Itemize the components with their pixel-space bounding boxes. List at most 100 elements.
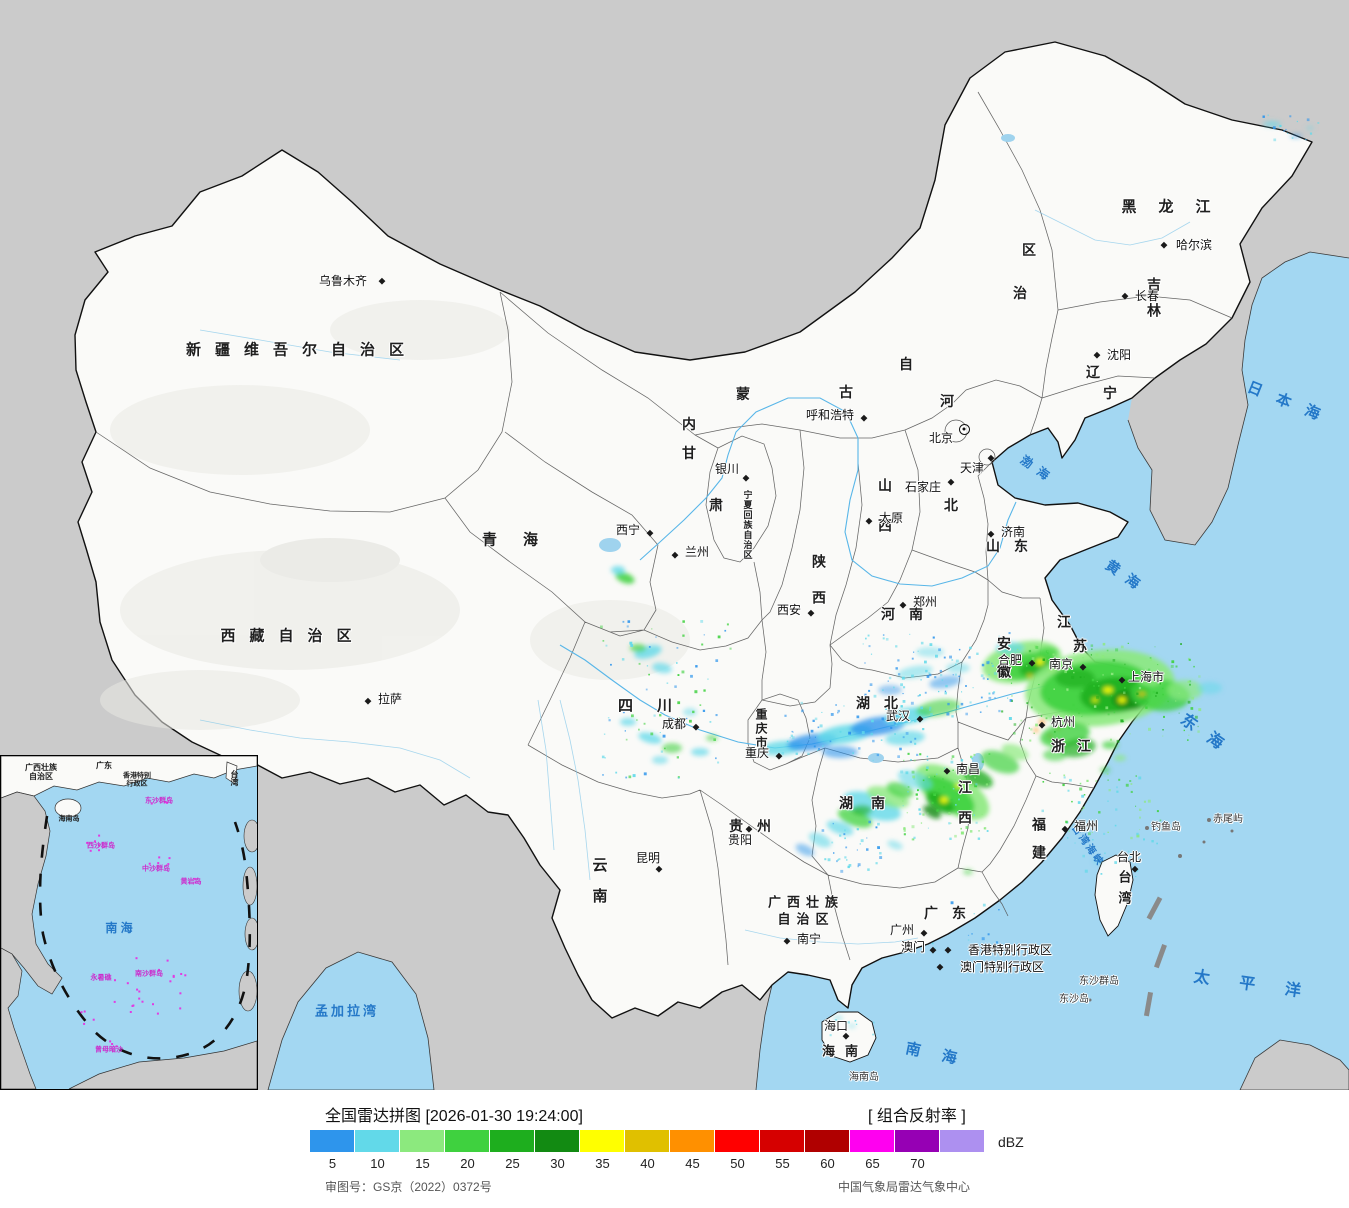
nine-dash-line	[38, 815, 252, 1060]
legend-value: 10	[370, 1156, 385, 1171]
radar-blob	[1198, 682, 1222, 694]
radar-blob	[940, 797, 948, 803]
radar-blob	[1039, 720, 1045, 724]
radar-blob	[1118, 697, 1126, 703]
radar-blob	[963, 869, 973, 875]
radar-blob	[866, 786, 910, 808]
radar-blob	[1100, 767, 1110, 773]
legend-value: 15	[415, 1156, 430, 1171]
inset-indochina	[1, 791, 63, 995]
legend-swatch	[625, 1130, 670, 1152]
legend-value: 25	[505, 1156, 520, 1171]
inset-canvas	[1, 756, 257, 1089]
legend-swatch	[715, 1130, 760, 1152]
radar-blob	[652, 662, 672, 674]
legend-swatch	[805, 1130, 850, 1152]
legend-value: 60	[820, 1156, 835, 1171]
radar-echo-blobs	[611, 121, 1314, 1028]
radar-blob	[897, 665, 933, 679]
radar-blob	[1103, 687, 1113, 693]
legend-value: 50	[730, 1156, 745, 1171]
approval-number: 审图号：GS京（2022）0372号	[325, 1180, 492, 1194]
ryukyu-arc	[1143, 896, 1167, 1017]
radar-echo-speckles	[600, 114, 1320, 1037]
radar-blob	[1138, 674, 1162, 686]
legend-swatch	[310, 1130, 355, 1152]
radar-blob	[886, 782, 914, 798]
radar-blob	[852, 805, 872, 815]
radar-blob	[897, 770, 933, 790]
radar-blob	[843, 791, 901, 821]
inset-island-dots	[80, 801, 197, 1048]
radar-blob	[1138, 692, 1146, 696]
legend-value: 30	[550, 1156, 565, 1171]
radar-blob	[826, 820, 854, 836]
foreign-coastline	[755, 251, 1349, 1090]
legend-value: 65	[865, 1156, 880, 1171]
radar-blob	[706, 735, 718, 741]
legend-swatch	[580, 1130, 625, 1152]
small-islands	[1088, 818, 1234, 1002]
radar-blob	[1102, 741, 1118, 749]
product-name: [ 组合反射率 ]	[868, 1108, 966, 1125]
legend-value: 70	[910, 1156, 925, 1171]
radar-blob	[638, 732, 662, 744]
credit: 中国气象局雷达气象中心	[838, 1180, 971, 1194]
legend-panel: 全国雷达拼图 [2026-01-30 19:24:00] [ 组合反射率 ] 5…	[0, 1090, 1349, 1208]
radar-blob	[929, 675, 961, 689]
radar-blob	[1167, 680, 1203, 700]
radar-blob	[963, 768, 993, 788]
china-radar-map: 新疆维吾尔自治区 西藏自治区 青海甘肃四川 云南 贵州 重庆市 陕西 山西河北河南 山东 安徽江苏…	[0, 0, 1349, 1090]
inset-malay	[1, 947, 37, 1089]
legend-swatch	[445, 1130, 490, 1152]
legend-swatch	[760, 1130, 805, 1152]
inset-taiwan	[225, 761, 238, 785]
radar-blob	[691, 748, 709, 756]
legend-swatch	[400, 1130, 445, 1152]
legend-value: 55	[775, 1156, 790, 1171]
taiwan-island	[1094, 854, 1134, 937]
tianjin-boundary	[978, 448, 996, 466]
radar-blob	[925, 792, 955, 814]
legend-value: 35	[595, 1156, 610, 1171]
radar-blob	[1055, 668, 1095, 688]
radar-blob	[808, 832, 832, 848]
legend-swatch	[490, 1130, 535, 1152]
legend-value: 45	[685, 1156, 700, 1171]
legend-value: 20	[460, 1156, 475, 1171]
land-luzon	[1239, 1039, 1349, 1090]
radar-blob	[1036, 659, 1044, 665]
legend-swatch	[940, 1130, 985, 1152]
radar-blob	[833, 1016, 843, 1020]
radar-blob	[1043, 749, 1067, 761]
legend-values: 5 10 15 20 25 30 35 40 45 50 55 60 65 70	[310, 1156, 940, 1171]
map-canvas	[74, 41, 1349, 1090]
sea-bay-of-bengal	[267, 951, 435, 1090]
sea-east	[756, 252, 1349, 1090]
radar-blob	[620, 718, 636, 726]
radar-blob	[996, 642, 1024, 654]
radar-blob	[1306, 126, 1314, 130]
south-china-sea-inset: 广西壮族 自治区 广东 香港特别 行政区 台湾 海南岛 东沙群岛 西沙群岛 中沙群岛 黄岩岛 南沙群岛…	[0, 755, 258, 1090]
legend-swatch	[895, 1130, 940, 1152]
radar-blob	[887, 840, 903, 850]
radar-blob	[1114, 755, 1126, 761]
hainan-island	[821, 1011, 877, 1063]
inset-hainan	[54, 798, 82, 818]
radar-blob	[615, 572, 635, 584]
map-title: 全国雷达拼图 [2026-01-30 19:24:00]	[325, 1108, 583, 1125]
radar-blob	[683, 708, 697, 716]
radar-blob	[946, 663, 970, 673]
radar-blob	[916, 647, 944, 657]
radar-blob	[630, 644, 646, 652]
minor-rivers	[199, 209, 1191, 945]
legend-value: 40	[640, 1156, 655, 1171]
radar-blob	[878, 685, 902, 695]
legend-scale	[310, 1130, 985, 1152]
legend-unit: dBZ	[998, 1134, 1024, 1150]
radar-blob	[1027, 674, 1033, 678]
radar-blob	[1263, 121, 1281, 127]
radar-blob	[1093, 859, 1103, 863]
inset-borneo	[68, 1040, 257, 1089]
